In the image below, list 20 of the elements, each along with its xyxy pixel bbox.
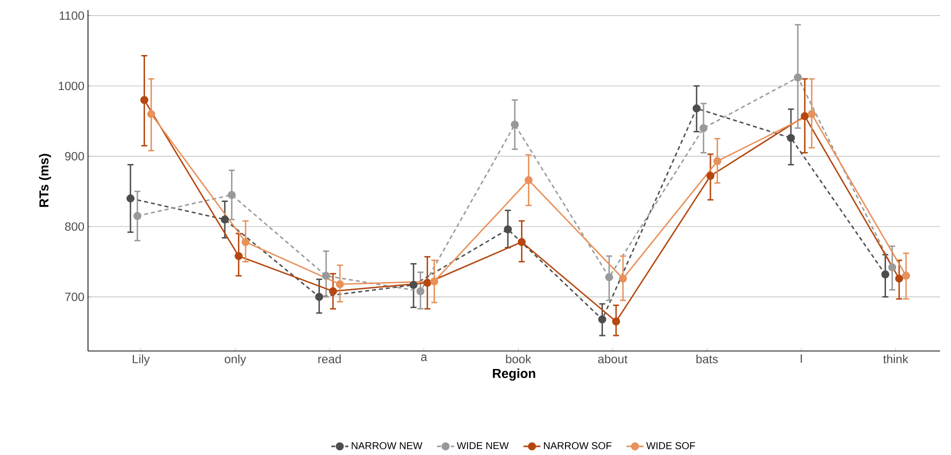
x-tick-label: only bbox=[224, 354, 246, 366]
legend-label: WIDE NEW bbox=[456, 442, 509, 450]
y-axis-title: RTs (ms) bbox=[38, 154, 52, 208]
y-tick-label: 1000 bbox=[58, 82, 84, 90]
x-tick-label: bats bbox=[696, 354, 718, 364]
x-tick-label: I bbox=[800, 354, 802, 363]
x-tick-label: a bbox=[421, 354, 428, 362]
x-tick-label: read bbox=[318, 354, 341, 364]
legend-label: WIDE SOF bbox=[646, 442, 696, 450]
y-tick-label: 700 bbox=[65, 292, 84, 302]
x-tick-label: about bbox=[598, 354, 628, 364]
x-tick-label: Lily bbox=[132, 354, 150, 366]
x-tick-label: think bbox=[883, 354, 908, 364]
legend-label: NARROW NEW bbox=[352, 442, 422, 450]
x-tick-label: book bbox=[506, 354, 532, 364]
legend-label: NARROW SOF bbox=[544, 442, 612, 450]
y-tick-label: 800 bbox=[65, 222, 84, 231]
y-tick-label: 1100 bbox=[60, 12, 84, 20]
x-axis-title: Region bbox=[492, 368, 536, 381]
y-tick-label: 900 bbox=[65, 152, 84, 161]
